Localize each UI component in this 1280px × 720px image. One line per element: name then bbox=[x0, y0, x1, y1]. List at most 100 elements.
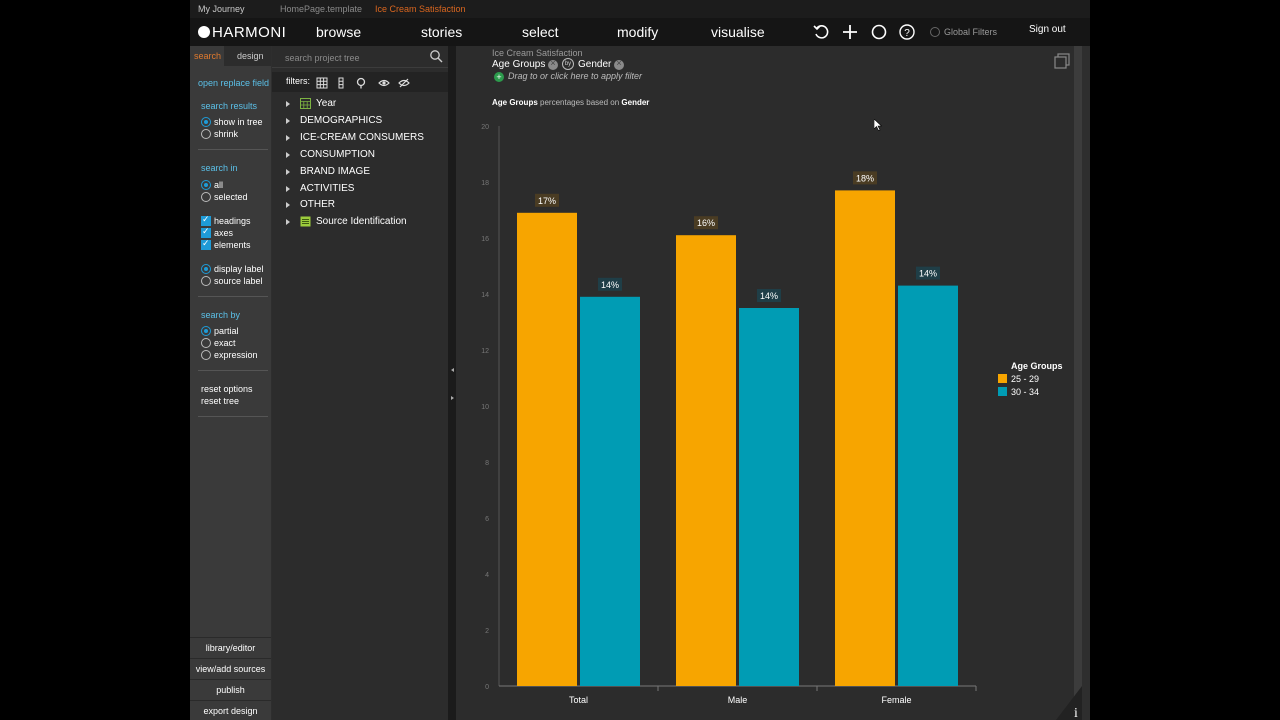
column-variable-chip[interactable]: Gender bbox=[578, 58, 625, 70]
radio-label: selected bbox=[214, 192, 248, 202]
column-filter-icon[interactable] bbox=[335, 76, 347, 89]
export-design-button[interactable]: export design bbox=[190, 700, 271, 720]
remove-icon[interactable] bbox=[614, 58, 625, 70]
tab-design[interactable]: design bbox=[224, 46, 271, 66]
tree-node-consumption[interactable]: CONSUMPTION bbox=[286, 149, 375, 160]
nav-browse[interactable]: browse bbox=[316, 24, 362, 40]
top-nav: HARMONI browse stories select modify vis… bbox=[190, 18, 1090, 46]
eye-off-icon[interactable] bbox=[398, 76, 410, 88]
radio-label: source label bbox=[214, 276, 263, 286]
bar-25-29-male bbox=[676, 235, 736, 686]
nav-modify[interactable]: modify bbox=[617, 24, 659, 40]
nav-visualise[interactable]: visualise bbox=[711, 24, 765, 40]
checkbox-label: axes bbox=[214, 228, 234, 238]
global-filters[interactable]: Global Filters bbox=[930, 27, 997, 37]
tree-search-input[interactable]: search project tree bbox=[285, 53, 360, 63]
expand-right-icon[interactable] bbox=[451, 396, 454, 400]
expand-arrow-icon[interactable] bbox=[286, 185, 290, 192]
checkbox-headings[interactable]: headings bbox=[201, 214, 251, 226]
tree-node-other[interactable]: OTHER bbox=[286, 199, 335, 210]
table-name: Ice Cream Satisfaction bbox=[492, 48, 583, 58]
collapse-left-icon[interactable] bbox=[451, 368, 454, 372]
breadcrumb-my-journey[interactable]: My Journey bbox=[198, 4, 245, 14]
radio-show-in-tree[interactable]: show in tree bbox=[201, 117, 263, 127]
reset-tree-link[interactable]: reset tree bbox=[201, 396, 240, 406]
radio-expression[interactable]: expression bbox=[201, 350, 258, 360]
reset-options-link[interactable]: reset options bbox=[201, 384, 253, 394]
y-tick-label: 6 bbox=[485, 516, 489, 523]
tree-node-demographics[interactable]: DEMOGRAPHICS bbox=[286, 115, 382, 126]
radio-icon bbox=[201, 276, 211, 286]
add-filter-icon[interactable]: + bbox=[494, 72, 504, 82]
help-icon[interactable]: ? bbox=[898, 23, 916, 41]
row-variable-chip[interactable]: Age Groups bbox=[492, 58, 559, 70]
tree-node-ice-cream-consumers[interactable]: ICE-CREAM CONSUMERS bbox=[286, 132, 424, 143]
x-tick-label: Male bbox=[728, 695, 748, 705]
radio-partial[interactable]: partial bbox=[201, 326, 239, 336]
expand-arrow-icon[interactable] bbox=[286, 117, 290, 124]
data-label: 17% bbox=[538, 196, 556, 206]
swap-by-icon[interactable]: by bbox=[562, 58, 574, 70]
nav-select[interactable]: select bbox=[522, 24, 559, 40]
y-tick-label: 18 bbox=[481, 180, 489, 187]
sign-out-button[interactable]: Sign out bbox=[1029, 24, 1066, 35]
app-window: My Journey HomePage.template Ice Cream S… bbox=[190, 0, 1090, 720]
tree-node-label: Year bbox=[316, 98, 337, 109]
tree-node-year[interactable]: Year bbox=[286, 98, 336, 109]
expand-arrow-icon[interactable] bbox=[286, 201, 290, 208]
expand-arrow-icon[interactable] bbox=[286, 168, 290, 175]
divider bbox=[198, 296, 268, 297]
undo-icon[interactable] bbox=[812, 23, 830, 41]
tab-search[interactable]: search bbox=[194, 51, 222, 61]
brand-name: HARMONI bbox=[212, 24, 287, 41]
open-replace-field-link[interactable]: open replace field bbox=[198, 78, 270, 88]
info-button[interactable]: i bbox=[1056, 686, 1082, 720]
vertical-scrollbar[interactable] bbox=[1074, 46, 1082, 720]
bar-25-29-total bbox=[517, 212, 577, 687]
breadcrumb-homepage-template[interactable]: HomePage.template bbox=[280, 4, 363, 14]
expand-arrow-icon[interactable] bbox=[286, 134, 290, 141]
grid-filter-icon[interactable] bbox=[316, 76, 328, 89]
remove-icon[interactable] bbox=[548, 58, 559, 70]
radio-source-label[interactable]: source label bbox=[201, 276, 263, 286]
expand-arrow-icon[interactable] bbox=[286, 100, 290, 107]
search-icon[interactable] bbox=[429, 49, 443, 63]
publish-button[interactable]: publish bbox=[190, 679, 271, 699]
search-options-panel: search design open replace field search … bbox=[190, 46, 271, 720]
chart-panel: Ice Cream Satisfaction Age Groups by Gen… bbox=[456, 46, 1082, 720]
add-icon[interactable] bbox=[841, 23, 859, 41]
globe-icon bbox=[930, 27, 940, 37]
tree-node-label: ACTIVITIES bbox=[300, 183, 355, 194]
restore-view-icon[interactable] bbox=[1053, 52, 1071, 70]
tree-node-source-identification[interactable]: Source Identification bbox=[286, 216, 407, 227]
tree-node-activities[interactable]: ACTIVITIES bbox=[286, 183, 354, 194]
checkbox-axes[interactable]: axes bbox=[201, 226, 234, 238]
bar-30-34-total bbox=[580, 296, 640, 686]
tree-node-brand-image[interactable]: BRAND IMAGE bbox=[286, 166, 370, 177]
radio-exact[interactable]: exact bbox=[201, 338, 236, 348]
radio-icon bbox=[201, 326, 211, 336]
panel-splitter[interactable] bbox=[448, 46, 456, 720]
radio-all[interactable]: all bbox=[201, 180, 223, 190]
refresh-icon[interactable] bbox=[870, 23, 888, 41]
y-tick-label: 0 bbox=[485, 684, 489, 691]
radio-selected[interactable]: selected bbox=[201, 192, 248, 202]
filter-drop-hint[interactable]: Drag to or click here to apply filter bbox=[508, 71, 643, 81]
checkbox-elements[interactable]: elements bbox=[201, 238, 251, 250]
view-add-sources-button[interactable]: view/add sources bbox=[190, 658, 271, 678]
radio-display-label[interactable]: display label bbox=[201, 264, 264, 274]
filters-label: filters: bbox=[286, 76, 311, 86]
radio-label: expression bbox=[214, 350, 258, 360]
data-label: 14% bbox=[919, 269, 937, 279]
svg-text:?: ? bbox=[904, 28, 910, 39]
eye-icon[interactable] bbox=[378, 76, 390, 88]
legend-swatch bbox=[998, 387, 1007, 396]
pin-filter-icon[interactable] bbox=[355, 76, 367, 89]
expand-arrow-icon[interactable] bbox=[286, 151, 290, 158]
library-editor-button[interactable]: library/editor bbox=[190, 637, 271, 657]
radio-shrink[interactable]: shrink bbox=[201, 129, 238, 139]
nav-stories[interactable]: stories bbox=[421, 24, 463, 40]
breadcrumb-current-table[interactable]: Ice Cream Satisfaction bbox=[375, 4, 466, 14]
brand-logo[interactable]: HARMONI bbox=[198, 24, 286, 41]
expand-arrow-icon[interactable] bbox=[286, 218, 290, 225]
